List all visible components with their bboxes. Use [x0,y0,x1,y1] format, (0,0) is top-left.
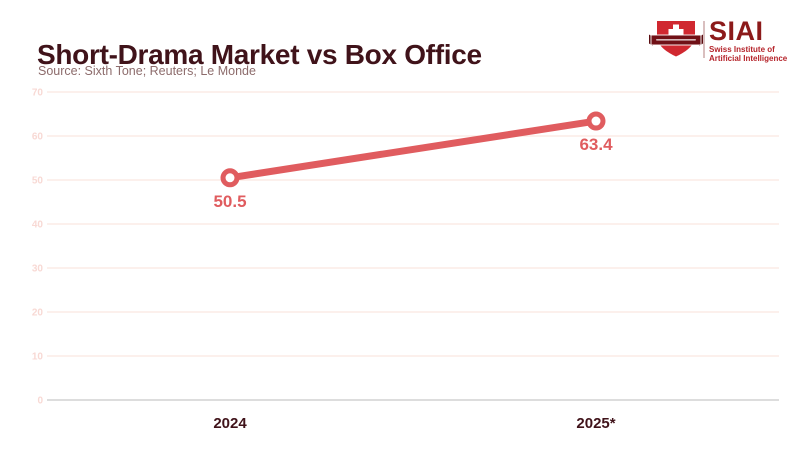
data-point-label: 50.5 [213,192,246,211]
trend-line [226,117,600,182]
y-tick-label: 40 [32,220,44,231]
logo-name-line1: Swiss Institute of [709,45,775,54]
logo-divider [703,21,705,58]
y-tick-label: 60 [32,132,44,143]
source-note: Source: Sixth Tone; Reuters; Le Monde [38,64,256,78]
logo-acronym: SIAI [709,16,764,46]
y-tick-label: 70 [32,88,44,99]
y-tick-label: 0 [37,396,43,407]
y-tick-label: 10 [32,352,44,363]
data-point-label: 63.4 [579,135,613,154]
y-tick-label: 50 [32,176,44,187]
page-title: Short-Drama Market vs Box Office [37,38,482,70]
x-axis-label: 2025* [576,415,615,432]
x-axis-label: 2024 [213,415,247,432]
data-point-marker [220,168,240,188]
y-tick-label: 30 [32,264,44,275]
logo-name-line2: Artificial Intelligence [709,54,788,64]
swiss-shield-icon [649,21,703,57]
logo-text: SIAI Swiss Institute of Artificial Intel… [709,16,788,64]
data-point-marker [586,111,606,131]
siai-logo: SIAI Swiss Institute of Artificial Intel… [649,17,787,63]
y-tick-label: 20 [32,308,44,319]
